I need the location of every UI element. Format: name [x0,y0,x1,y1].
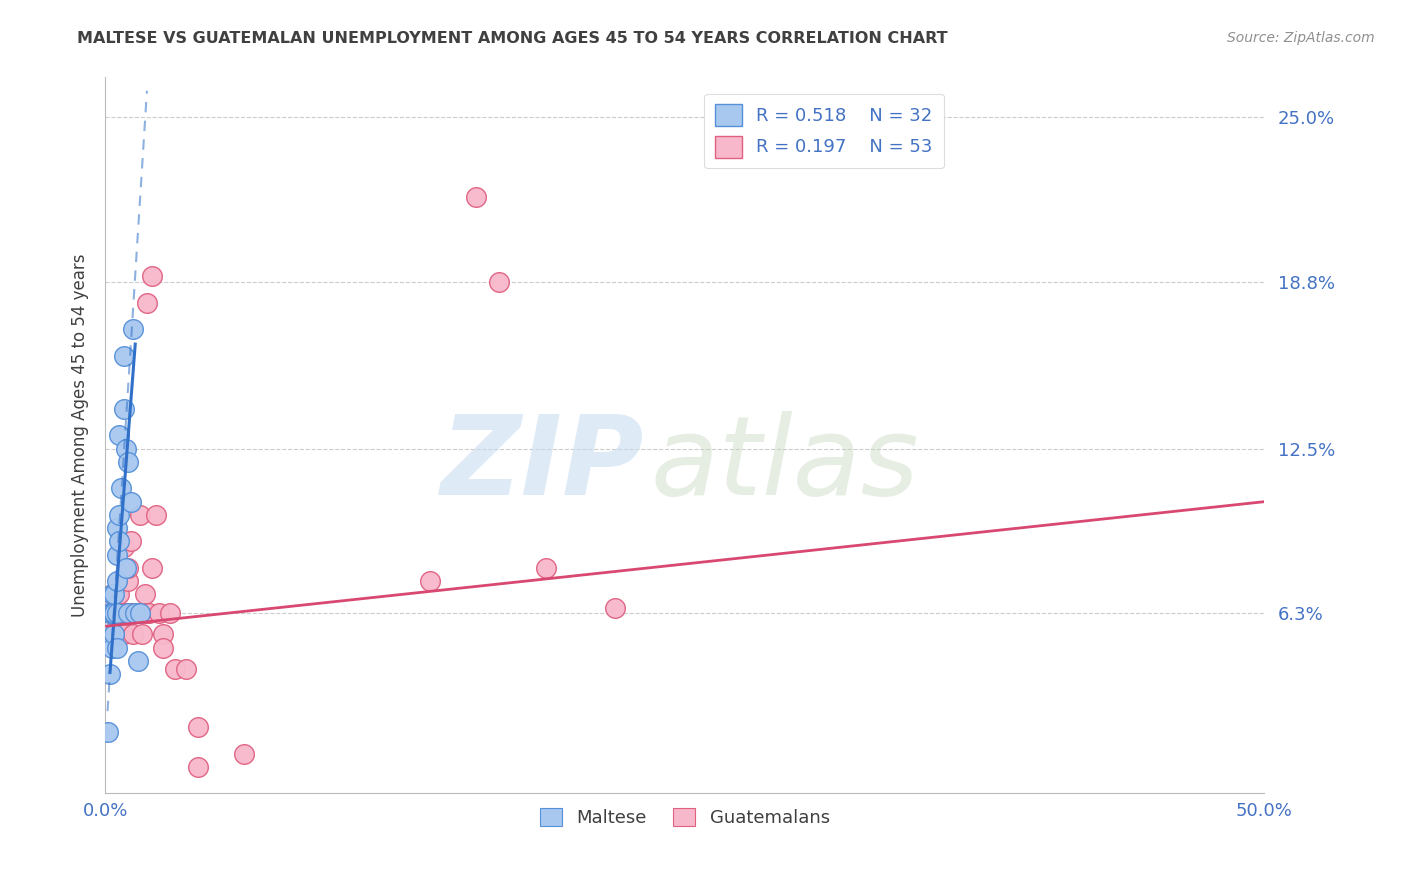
Point [117,561,139,575]
Text: atlas: atlas [650,410,918,517]
Point [117,455,139,469]
Legend: Maltese, Guatemalans: Maltese, Guatemalans [533,801,837,834]
Point [115,442,138,456]
Point [152,640,174,655]
Point [98,606,121,620]
Point [233,747,256,761]
Point [105,606,128,620]
Point [108,508,131,522]
Point [605,600,627,615]
Point [108,587,131,601]
Text: ZIP: ZIP [440,410,644,517]
Point [163,662,186,676]
Point [131,606,153,620]
Point [187,720,209,734]
Point [534,561,557,575]
Point [134,587,156,601]
Point [101,587,124,601]
Point [105,627,128,641]
Point [98,606,121,620]
Point [131,627,153,641]
Point [101,606,124,620]
Point [96,725,118,739]
Point [129,508,152,522]
Point [124,606,146,620]
Point [112,349,135,363]
Point [112,401,135,416]
Point [117,574,139,589]
Point [122,606,145,620]
Point [115,561,138,575]
Point [115,606,138,620]
Point [145,508,167,522]
Point [136,606,159,620]
Point [120,534,142,549]
Point [159,606,181,620]
Point [141,561,163,575]
Point [138,606,160,620]
Point [187,760,209,774]
Point [122,627,145,641]
Point [108,534,131,549]
Point [103,606,125,620]
Point [127,654,149,668]
Point [105,606,128,620]
Point [103,587,125,601]
Point [98,667,121,681]
Point [110,627,132,641]
Point [124,606,146,620]
Point [141,269,163,284]
Point [105,606,128,620]
Point [148,606,170,620]
Point [176,662,198,676]
Point [103,627,125,641]
Point [105,548,128,562]
Point [120,606,142,620]
Point [115,606,138,620]
Point [108,428,131,442]
Point [98,627,121,641]
Text: Source: ZipAtlas.com: Source: ZipAtlas.com [1227,31,1375,45]
Point [120,494,142,508]
Point [419,574,441,589]
Point [488,275,510,289]
Point [101,587,124,601]
Point [110,606,132,620]
Point [103,606,125,620]
Point [152,627,174,641]
Point [110,482,132,496]
Point [117,606,139,620]
Point [101,640,124,655]
Text: MALTESE VS GUATEMALAN UNEMPLOYMENT AMONG AGES 45 TO 54 YEARS CORRELATION CHART: MALTESE VS GUATEMALAN UNEMPLOYMENT AMONG… [77,31,948,46]
Point [105,521,128,535]
Point [112,540,135,554]
Point [117,606,139,620]
Point [105,574,128,589]
Y-axis label: Unemployment Among Ages 45 to 54 years: Unemployment Among Ages 45 to 54 years [72,253,89,617]
Point [112,606,135,620]
Point [127,606,149,620]
Point [136,295,159,310]
Point [105,640,128,655]
Point [105,587,128,601]
Point [108,606,131,620]
Point [101,606,124,620]
Point [110,606,132,620]
Point [129,606,152,620]
Point [122,322,145,336]
Point [103,627,125,641]
Point [101,606,124,620]
Point [112,627,135,641]
Point [103,606,125,620]
Point [465,190,488,204]
Point [101,606,124,620]
